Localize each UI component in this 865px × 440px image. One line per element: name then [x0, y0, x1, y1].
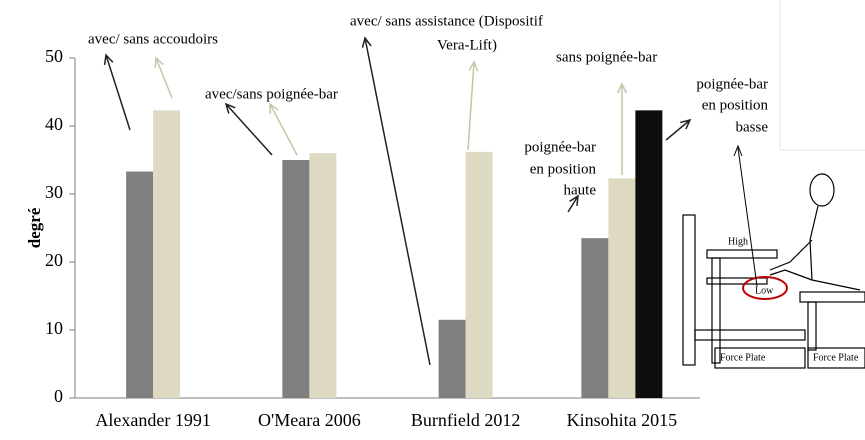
post — [711, 257, 721, 364]
bar — [309, 153, 337, 398]
inset-label: High — [728, 236, 748, 247]
inset-label: Low — [755, 285, 774, 296]
annotation: Vera-Lift) — [437, 37, 497, 53]
annotation: en position — [702, 97, 769, 113]
annotation-arrow — [567, 194, 579, 213]
annotation-arrow — [665, 118, 692, 141]
base — [694, 329, 806, 341]
annotation: sans poignée-bar — [556, 49, 657, 65]
inset-arrow — [737, 147, 758, 287]
annotation-arrow — [616, 82, 628, 175]
body — [769, 205, 861, 291]
annotation: haute — [564, 182, 597, 198]
annotation: poignée-bar — [696, 76, 768, 92]
inset-label: Force Plate — [720, 352, 766, 363]
y-tick-label: 30 — [45, 182, 63, 202]
y-tick-label: 10 — [45, 318, 63, 338]
annotation: avec/ sans assistance (Dispositif — [350, 13, 543, 29]
bar — [608, 178, 636, 398]
force-plate-1 — [714, 347, 806, 369]
bar — [581, 238, 609, 398]
x-tick-label: Kinsohita 2015 — [567, 410, 678, 430]
low-highlight — [742, 276, 788, 300]
y-tick-label: 20 — [45, 250, 63, 270]
bar — [153, 110, 181, 399]
seat-leg — [807, 301, 817, 351]
annotation: avec/sans poignée-bar — [205, 86, 338, 102]
bar — [126, 171, 154, 398]
bar — [282, 160, 310, 398]
annotation-arrow — [467, 60, 479, 151]
annotation-arrow — [154, 56, 173, 99]
annotation-arrow — [269, 102, 298, 156]
bar — [438, 319, 466, 398]
annotation: en position — [530, 161, 597, 177]
bar — [465, 151, 493, 398]
force-plate-2 — [807, 347, 865, 369]
y-axis-label: degré — [25, 207, 44, 248]
annotation: poignée-bar — [524, 139, 596, 155]
x-tick-label: Burnfield 2012 — [411, 410, 521, 430]
bar — [635, 110, 663, 399]
seat — [799, 291, 865, 303]
inset-arrow-head — [733, 144, 743, 157]
annotation: avec/ sans accoudoirs — [88, 31, 218, 47]
annotation-arrow — [361, 36, 431, 366]
annotation-arrow — [103, 53, 131, 131]
y-tick-label: 40 — [45, 114, 63, 134]
y-tick-label: 0 — [54, 386, 63, 406]
inset-label: Force Plate — [813, 352, 859, 363]
high-bar — [706, 249, 778, 259]
annotation-arrow — [224, 102, 273, 156]
panel-border — [779, 0, 865, 151]
inset-drawing — [682, 144, 865, 369]
y-tick-label: 50 — [45, 46, 63, 66]
x-tick-label: O'Meara 2006 — [258, 410, 361, 430]
frame-post — [682, 214, 696, 366]
x-tick-label: Alexander 1991 — [95, 410, 210, 430]
annotation: basse — [736, 119, 769, 135]
head — [809, 173, 835, 207]
low-bar — [706, 277, 768, 285]
